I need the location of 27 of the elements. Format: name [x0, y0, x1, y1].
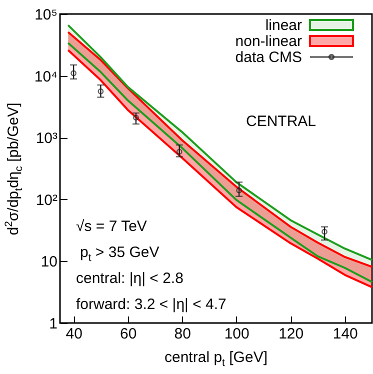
x-tick-label: 120 [278, 326, 304, 342]
annotation: central: |η| < 2.8 [76, 270, 184, 287]
y-tick-label: 10² [36, 192, 58, 209]
annotation: √s = 7 TeV [76, 218, 147, 235]
y-tick-label: 10³ [36, 130, 58, 148]
point [176, 148, 182, 155]
legend-label: data CMS [235, 49, 302, 66]
y-tick-label: 10⁵ [34, 6, 58, 24]
x-tick-label: 80 [174, 326, 191, 342]
legend-label: linear [265, 17, 302, 34]
y-tick-label: 10⁴ [34, 68, 58, 86]
point [236, 187, 242, 194]
legend-label: non-linear [235, 33, 302, 50]
x-tick-label: 40 [66, 326, 82, 342]
annotation: forward: 3.2 < |η| < 4.7 [76, 296, 226, 313]
y-tick-label: 10 [40, 254, 58, 271]
point [98, 88, 104, 94]
y-tick-label: 1 [49, 316, 58, 332]
point [70, 70, 77, 76]
x-axis-title: central p$_{t}$ [GeV] [164, 349, 268, 369]
point [322, 228, 328, 235]
annotation: p$_{t}$ > 35 GeV [80, 244, 160, 264]
x-tick-label: 100 [224, 326, 250, 342]
x-tick-label: 60 [120, 326, 137, 342]
annotation: CENTRAL [246, 113, 316, 130]
x-tick-label: 140 [332, 326, 358, 342]
point [133, 114, 139, 121]
